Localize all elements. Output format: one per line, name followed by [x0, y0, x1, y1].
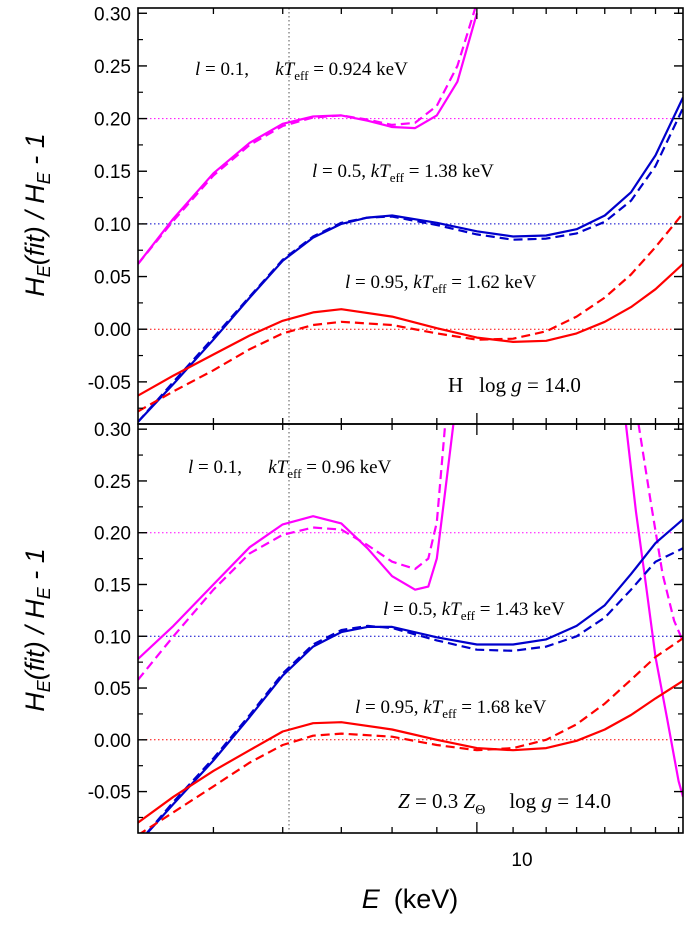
- bottom-annotation-l01: l = 0.1, kTeff = 0.96 keV: [188, 457, 392, 481]
- top-y-tick-label: -0.05: [88, 373, 131, 394]
- bottom-y-tick-label: 0.00: [94, 731, 131, 752]
- top-annotation-l05: l = 0.5, kTeff = 1.38 keV: [312, 161, 494, 185]
- bottom-series-line-5: [145, 547, 683, 833]
- top-series-line-0: [138, 12, 478, 265]
- bottom-series-line-6: [138, 679, 683, 824]
- top-annotation-l01: l = 0.1, kTeff = 0.924 keV: [195, 59, 408, 83]
- top-series-line-1: [138, 8, 477, 265]
- top-series-line-5: [138, 212, 683, 413]
- top-y-axis-label: HE(fit) / HE - 1: [20, 133, 54, 297]
- top-series-line-4: [138, 263, 683, 397]
- top-y-tick-label: 0.10: [94, 215, 131, 236]
- bottom-y-tick-label: 0.15: [94, 575, 131, 596]
- x-tick-label-10: 10: [511, 850, 532, 871]
- bottom-y-tick-label: 0.20: [94, 524, 131, 545]
- bottom-series: [138, 424, 683, 833]
- bottom-panel: 0.30 0.25 0.20 0.15 0.10 0.05 0.00 -0.05 l = 0.…: [88, 420, 683, 833]
- bottom-annotation-l05: l = 0.5, kTeff = 1.43 keV: [383, 599, 565, 623]
- bottom-corner-label: Z = 0.3 ZΘ log g = 14.0: [398, 789, 611, 818]
- bottom-y-tick-label: 0.25: [94, 472, 131, 493]
- top-y-tick-label: 0.30: [94, 4, 131, 25]
- top-y-tick-label: 0.05: [94, 268, 131, 289]
- bottom-series-line-0: [138, 424, 455, 660]
- bottom-y-tick-label: 0.05: [94, 679, 131, 700]
- top-y-ticks: 0.30 0.25 0.20 0.15 0.10 0.05 0.00 -0.05: [88, 4, 683, 409]
- bottom-x-ticks: [212, 424, 680, 833]
- bottom-series-line-1: [624, 424, 683, 798]
- top-panel: 0.30 0.25 0.20 0.15 0.10 0.05 0.00 -0.05 l = 0.…: [88, 4, 683, 424]
- x-axis-label: E (keV): [362, 884, 459, 914]
- bottom-axes-frame: [137, 423, 684, 834]
- top-series: [138, 8, 683, 423]
- bottom-y-axis-label: HE(fit) / HE - 1: [20, 548, 54, 712]
- top-y-tick-label: 0.15: [94, 162, 131, 183]
- bottom-annotation-l095: l = 0.95, kTeff = 1.68 keV: [355, 697, 547, 721]
- top-annotation-l095: l = 0.95, kTeff = 1.62 keV: [345, 272, 537, 296]
- top-x-ticks: [212, 8, 680, 424]
- bottom-series-line-4: [145, 518, 683, 833]
- bottom-series-line-7: [139, 637, 683, 833]
- bottom-y-tick-label: 0.30: [94, 420, 131, 441]
- bottom-y-ticks: 0.30 0.25 0.20 0.15 0.10 0.05 0.00 -0.05: [88, 420, 683, 819]
- bottom-reference-lines: [138, 424, 683, 833]
- top-y-tick-label: 0.25: [94, 57, 131, 78]
- bottom-series-line-2: [138, 424, 447, 681]
- top-series-line-3: [138, 107, 683, 423]
- top-series-line-2: [138, 97, 683, 423]
- top-y-tick-label: 0.00: [94, 320, 131, 341]
- top-y-tick-label: 0.20: [94, 110, 131, 131]
- bottom-y-tick-label: -0.05: [88, 783, 131, 804]
- bottom-y-tick-label: 0.10: [94, 627, 131, 648]
